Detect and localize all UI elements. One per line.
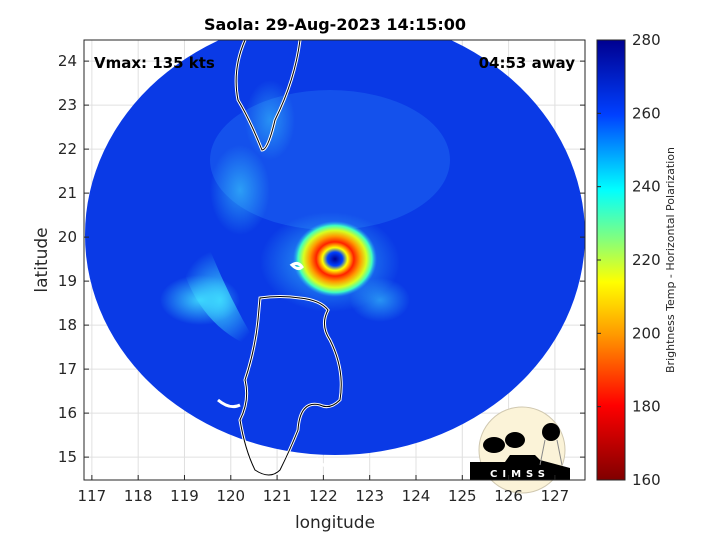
x-tick-label: 127	[541, 487, 570, 505]
time-away-label: 04:53 away	[479, 54, 576, 72]
axis-ticks: 117 118 119 120 121 122 123 124 125 126 127 15 16 17 1…	[58, 52, 585, 505]
y-tick-label: 22	[58, 140, 77, 158]
axes-box	[83, 39, 586, 481]
colorbar-tick-label: 180	[632, 398, 661, 416]
colorbar-tick-label: 260	[632, 104, 661, 122]
y-tick-label: 17	[58, 360, 77, 378]
colorbar	[596, 39, 626, 481]
brightness-temp-image	[85, 40, 585, 477]
storm-eye	[293, 221, 377, 297]
logo-text: CIMSS	[490, 469, 550, 480]
cimss-logo: CIMSS	[470, 406, 570, 494]
colorbar-tick-label: 240	[632, 178, 661, 196]
x-tick-label: 118	[124, 487, 153, 505]
y-tick-label: 24	[58, 52, 77, 70]
colorbar-tick-label: 160	[632, 471, 661, 489]
x-tick-label: 123	[355, 487, 384, 505]
x-tick-label: 119	[170, 487, 199, 505]
y-tick-label: 18	[58, 316, 77, 334]
y-tick-label: 16	[58, 404, 77, 422]
y-tick-label: 15	[58, 448, 77, 466]
plot-title: Saola: 29-Aug-2023 14:15:00	[204, 15, 466, 34]
x-tick-label: 120	[216, 487, 245, 505]
y-tick-label: 19	[58, 272, 77, 290]
x-tick-label: 122	[309, 487, 338, 505]
x-tick-label: 121	[263, 487, 292, 505]
y-axis-label: latitude	[32, 227, 52, 292]
x-tick-label: 125	[448, 487, 477, 505]
y-tick-label: 21	[58, 184, 77, 202]
colorbar-tick-label: 280	[632, 31, 661, 49]
colorbar-ticks: 160 180 200 220 240 260 280	[597, 31, 661, 489]
x-axis-label: longitude	[295, 513, 375, 533]
vmax-label: Vmax: 135 kts	[94, 54, 215, 72]
y-tick-label: 20	[58, 228, 77, 246]
x-tick-label: 117	[78, 487, 107, 505]
x-tick-label: 124	[402, 487, 431, 505]
y-tick-label: 23	[58, 96, 77, 114]
colorbar-tick-label: 200	[632, 324, 661, 342]
x-tick-label: 126	[494, 487, 523, 505]
colorbar-label: Brightness Temp - Horizontal Polarizatio…	[664, 147, 677, 373]
colorbar-tick-label: 220	[632, 251, 661, 269]
